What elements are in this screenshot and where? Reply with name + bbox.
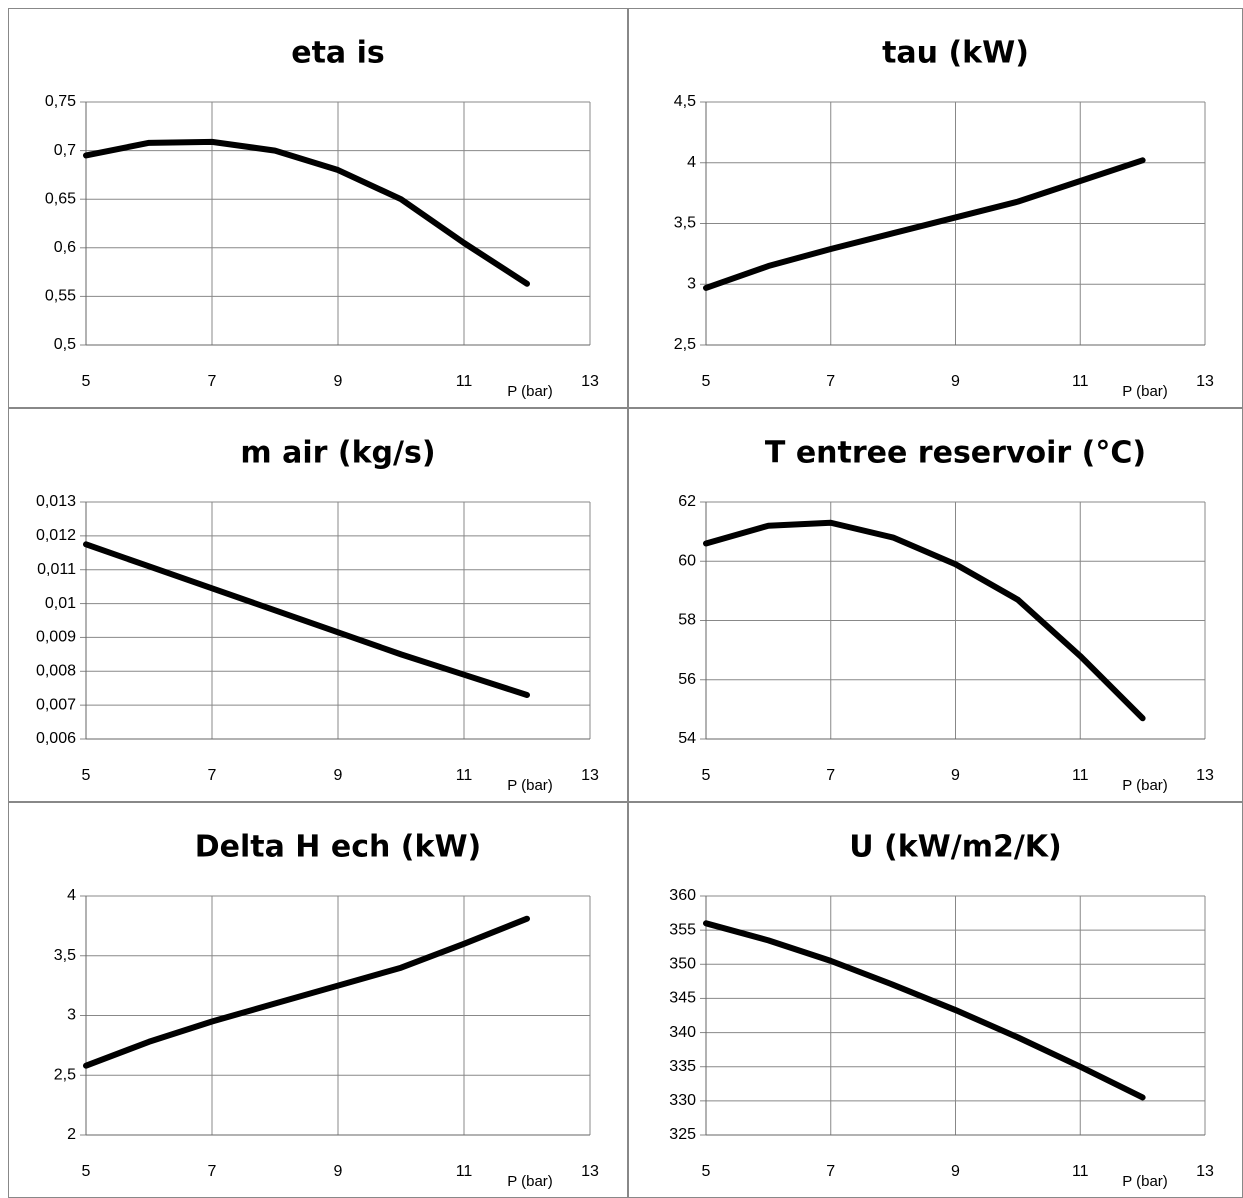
y-tick-label: 0,011: [37, 561, 76, 578]
x-tick-label: 7: [208, 373, 217, 390]
y-tick-label: 360: [669, 887, 696, 904]
chart-title: eta is: [291, 36, 385, 71]
y-tick-label: 0,65: [45, 190, 76, 207]
x-tick-label: 13: [1196, 1163, 1214, 1180]
panel-border: [628, 408, 1243, 802]
y-tick-label: 0,007: [36, 696, 76, 713]
y-tick-label: 3,5: [54, 947, 76, 964]
y-tick-label: 3: [687, 275, 696, 292]
x-tick-label: 5: [702, 767, 711, 784]
y-tick-label: 54: [678, 730, 696, 747]
x-tick-label: 9: [334, 1163, 343, 1180]
x-axis-label: P (bar): [1122, 383, 1168, 400]
chart-panel: eta is 0,5 0,55 0,6 0,65 0,7 0,75 5 7 9 11 13 P (bar…: [8, 8, 628, 408]
y-tick-label: 2,5: [54, 1066, 76, 1083]
x-tick-label: 11: [1072, 1163, 1089, 1180]
y-tick-label: 56: [678, 671, 696, 688]
x-tick-label: 5: [82, 373, 91, 390]
x-tick-label: 7: [826, 373, 835, 390]
y-tick-label: 62: [678, 493, 696, 510]
y-tick-label: 0,6: [54, 239, 76, 256]
y-tick-label: 0,5: [54, 336, 76, 353]
chart-panel: U (kW/m2/K) 325 330 335 340 345 350 355 360 5 7 9 11…: [628, 802, 1243, 1198]
x-tick-label: 7: [208, 767, 217, 784]
y-tick-label: 0,012: [36, 527, 76, 544]
x-tick-label: 11: [1072, 767, 1089, 784]
x-tick-label: 13: [581, 373, 599, 390]
x-tick-label: 5: [82, 767, 91, 784]
chart-title: Delta H ech (kW): [195, 830, 482, 865]
x-tick-label: 5: [702, 373, 711, 390]
panel-border: [8, 408, 628, 802]
y-tick-label: 0,013: [36, 493, 76, 510]
data-line: [703, 157, 1146, 291]
data-line: [83, 541, 530, 698]
chart-panel: T entree reservoir (°C) 54 56 58 60 62 5 7 9 11 13…: [628, 408, 1243, 802]
chart-title: m air (kg/s): [240, 436, 435, 471]
x-tick-label: 11: [456, 373, 473, 390]
y-tick-label: 335: [669, 1058, 696, 1075]
chart-panel: Delta H ech (kW) 2 2,5 3 3,5 4 5 7 9 11 13 P (bar): [8, 802, 628, 1198]
x-tick-label: 9: [951, 1163, 960, 1180]
x-axis-label: P (bar): [507, 777, 553, 794]
x-tick-label: 13: [581, 767, 599, 784]
x-tick-label: 7: [826, 767, 835, 784]
data-line: [83, 915, 530, 1069]
x-tick-label: 9: [951, 767, 960, 784]
y-tick-label: 340: [669, 1024, 696, 1041]
y-tick-label: 350: [669, 956, 696, 973]
chart-panel: tau (kW) 2,5 3 3,5 4 4,5 5 7 9 11 13 P (bar): [628, 8, 1243, 408]
y-tick-label: 345: [669, 990, 696, 1007]
y-tick-label: 0,008: [36, 663, 76, 680]
y-tick-label: 0,7: [54, 142, 76, 159]
y-tick-label: 0,006: [36, 730, 76, 747]
x-axis-label: P (bar): [507, 383, 553, 400]
y-tick-label: 325: [669, 1126, 696, 1143]
y-tick-label: 0,009: [36, 629, 76, 646]
y-tick-label: 3: [67, 1007, 76, 1024]
y-tick-label: 2,5: [674, 336, 696, 353]
x-tick-label: 13: [1196, 373, 1214, 390]
y-tick-label: 60: [678, 552, 696, 569]
chart-title: U (kW/m2/K): [849, 830, 1062, 865]
chart-title: tau (kW): [882, 36, 1029, 71]
y-tick-label: 58: [678, 612, 696, 629]
x-tick-label: 9: [334, 373, 343, 390]
data-line: [703, 519, 1146, 722]
y-tick-label: 4,5: [674, 93, 696, 110]
y-tick-label: 0,55: [45, 288, 76, 305]
x-tick-label: 9: [334, 767, 343, 784]
y-tick-label: 0,75: [45, 93, 76, 110]
panel-border: [8, 8, 628, 408]
panel-border: [628, 8, 1243, 408]
x-tick-label: 11: [456, 1163, 473, 1180]
y-tick-label: 330: [669, 1092, 696, 1109]
y-tick-label: 3,5: [674, 215, 696, 232]
chart-panel: m air (kg/s) 0,006 0,007 0,008 0,009 0,01 0,01…: [8, 408, 628, 802]
data-line: [703, 920, 1146, 1101]
x-axis-label: P (bar): [1122, 1173, 1168, 1190]
x-tick-label: 11: [1072, 373, 1089, 390]
panel-border: [8, 802, 628, 1198]
y-tick-label: 0,01: [45, 595, 76, 612]
chart-title: T entree reservoir (°C): [765, 436, 1146, 471]
y-tick-label: 2: [67, 1126, 76, 1143]
y-tick-label: 4: [687, 154, 696, 171]
y-tick-label: 4: [67, 887, 76, 904]
data-line: [83, 138, 530, 287]
x-tick-label: 5: [702, 1163, 711, 1180]
x-axis-label: P (bar): [507, 1173, 553, 1190]
x-tick-label: 13: [581, 1163, 599, 1180]
x-tick-label: 7: [208, 1163, 217, 1180]
x-tick-label: 13: [1196, 767, 1214, 784]
x-tick-label: 5: [82, 1163, 91, 1180]
x-axis-label: P (bar): [1122, 777, 1168, 794]
x-tick-label: 11: [456, 767, 473, 784]
y-tick-label: 355: [669, 921, 696, 938]
x-tick-label: 9: [951, 373, 960, 390]
x-tick-label: 7: [826, 1163, 835, 1180]
